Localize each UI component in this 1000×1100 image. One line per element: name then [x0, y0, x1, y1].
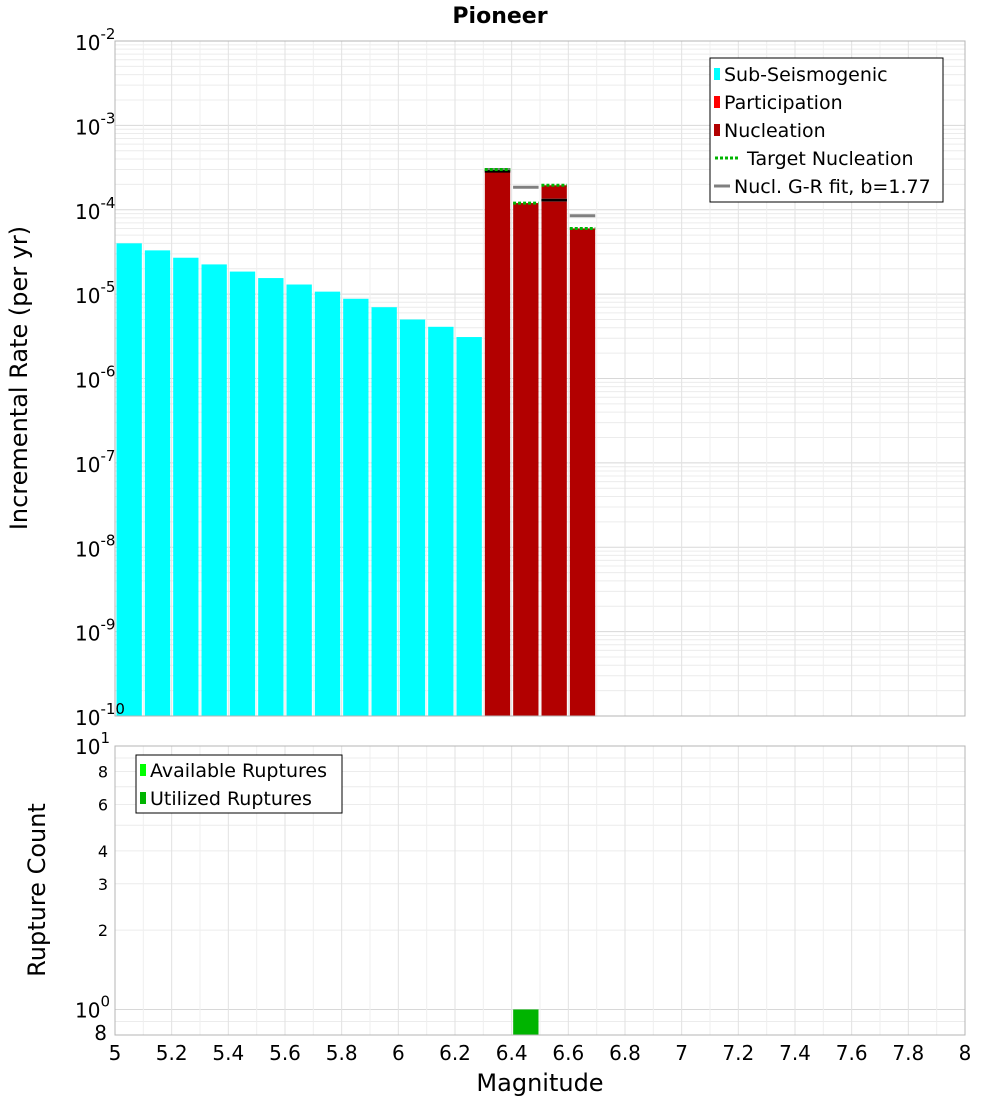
- x-tick-label: 5.4: [212, 1041, 244, 1065]
- top-legend: Sub-Seismogenic Participation Nucleation Ta…: [709, 57, 944, 203]
- y-tick-label: 3: [98, 875, 108, 894]
- bar-sub-seismogenic: [343, 298, 369, 716]
- y-tick-label: 10-2: [75, 25, 115, 55]
- legend-label-nucl-g-r-fit-b-1-77: Nucl. G-R fit, b=1.77: [734, 176, 931, 198]
- x-tick-label: 7: [675, 1041, 688, 1065]
- bar-nucleation: [513, 203, 539, 716]
- x-tick-label: 7.8: [892, 1041, 924, 1065]
- legend-label-target-nucleation: Target Nucleation: [746, 148, 914, 170]
- bar-sub-seismogenic: [456, 337, 482, 716]
- legend-swatch-utilized-ruptures: [140, 792, 146, 804]
- legend-label-sub-seismogenic: Sub-Seismogenic: [724, 64, 888, 86]
- bar-sub-seismogenic: [314, 291, 341, 716]
- y-tick-label: 10-8: [75, 531, 115, 561]
- y-tick-label: 10-10: [75, 700, 125, 730]
- bar-nucleation: [541, 185, 567, 717]
- x-ticks: 5 5.2 5.4 5.6 5.8 6 6.2 6.4 6.6 6.8 7 7.2 7.4 7.6 7.8 8: [109, 1041, 972, 1065]
- y-tick-label: 2: [98, 921, 108, 940]
- bar-utilized-ruptures: [513, 1009, 539, 1035]
- bar-sub-seismogenic: [201, 264, 227, 716]
- bar-sub-seismogenic: [258, 278, 284, 716]
- legend-swatch-sub-seismogenic: [714, 68, 720, 80]
- y-tick-label: 10-9: [75, 616, 115, 646]
- x-tick-label: 6.6: [552, 1041, 584, 1065]
- x-tick-label: 6.4: [496, 1041, 528, 1065]
- bar-sub-seismogenic: [399, 319, 426, 716]
- y-tick-label: 101: [75, 729, 110, 759]
- y-tick-label: 10-6: [75, 363, 115, 393]
- x-tick-label: 6.2: [439, 1041, 471, 1065]
- y-tick-label: 4: [98, 842, 108, 861]
- bottom-y-axis-label: Rupture Count: [23, 803, 51, 977]
- legend-swatch-nucleation: [714, 124, 720, 136]
- bar-sub-seismogenic: [229, 271, 256, 716]
- legend-label-available-ruptures: Available Ruptures: [150, 760, 327, 782]
- y-tick-label: 10-5: [75, 278, 115, 308]
- x-tick-label: 5.6: [269, 1041, 301, 1065]
- bar-nucleation: [484, 169, 511, 716]
- bar-sub-seismogenic: [371, 307, 397, 716]
- x-tick-label: 6.8: [609, 1041, 641, 1065]
- top-bars: [116, 169, 596, 717]
- x-tick-label: 5.2: [156, 1041, 188, 1065]
- y-tick-label: 10-4: [75, 194, 115, 224]
- top-plot-frame: [114, 40, 966, 717]
- y-tick-label: 10-7: [75, 447, 115, 477]
- x-tick-label: 7.6: [836, 1041, 868, 1065]
- legend-swatch-participation: [714, 96, 720, 108]
- legend-swatch-available-ruptures: [140, 764, 146, 776]
- bar-sub-seismogenic: [116, 243, 142, 717]
- x-tick-label: 6: [392, 1041, 405, 1065]
- bottom-bars: [513, 1009, 539, 1035]
- y-tick-label: 6: [98, 795, 108, 814]
- chart-title: Pioneer: [452, 4, 547, 29]
- y-tick-label: 8: [98, 763, 108, 782]
- y-tick-label: 8: [94, 1021, 107, 1045]
- bar-sub-seismogenic: [428, 326, 454, 716]
- bar-sub-seismogenic: [173, 257, 199, 716]
- y-tick-label: 100: [75, 992, 110, 1022]
- legend-label-participation: Participation: [724, 92, 843, 114]
- x-tick-label: 5: [109, 1041, 122, 1065]
- top-y-axis-label: Incremental Rate (per yr): [5, 226, 33, 530]
- bottom-legend: Available Ruptures Utilized Ruptures: [135, 754, 343, 814]
- bottom-legend-box: [135, 754, 343, 814]
- bottom-plot-frame: [114, 745, 966, 1036]
- bar-nucleation: [569, 228, 596, 716]
- x-tick-label: 8: [959, 1041, 972, 1065]
- x-tick-label: 5.8: [326, 1041, 358, 1065]
- bar-sub-seismogenic: [144, 250, 171, 717]
- legend-label-nucleation: Nucleation: [724, 120, 826, 142]
- y-tick-label: 10-3: [75, 109, 115, 139]
- x-axis-label: Magnitude: [476, 1069, 603, 1097]
- x-tick-label: 7.4: [779, 1041, 811, 1065]
- x-tick-label: 7.2: [722, 1041, 754, 1065]
- top-legend-box: [709, 57, 944, 203]
- legend-label-utilized-ruptures: Utilized Ruptures: [150, 788, 312, 810]
- top-marks: [484, 167, 596, 230]
- top-y-ticks: 10-10 10-9 10-8 10-7 10-6 10-5 10-4 10-3 10-2: [75, 25, 125, 730]
- bar-sub-seismogenic: [286, 284, 312, 716]
